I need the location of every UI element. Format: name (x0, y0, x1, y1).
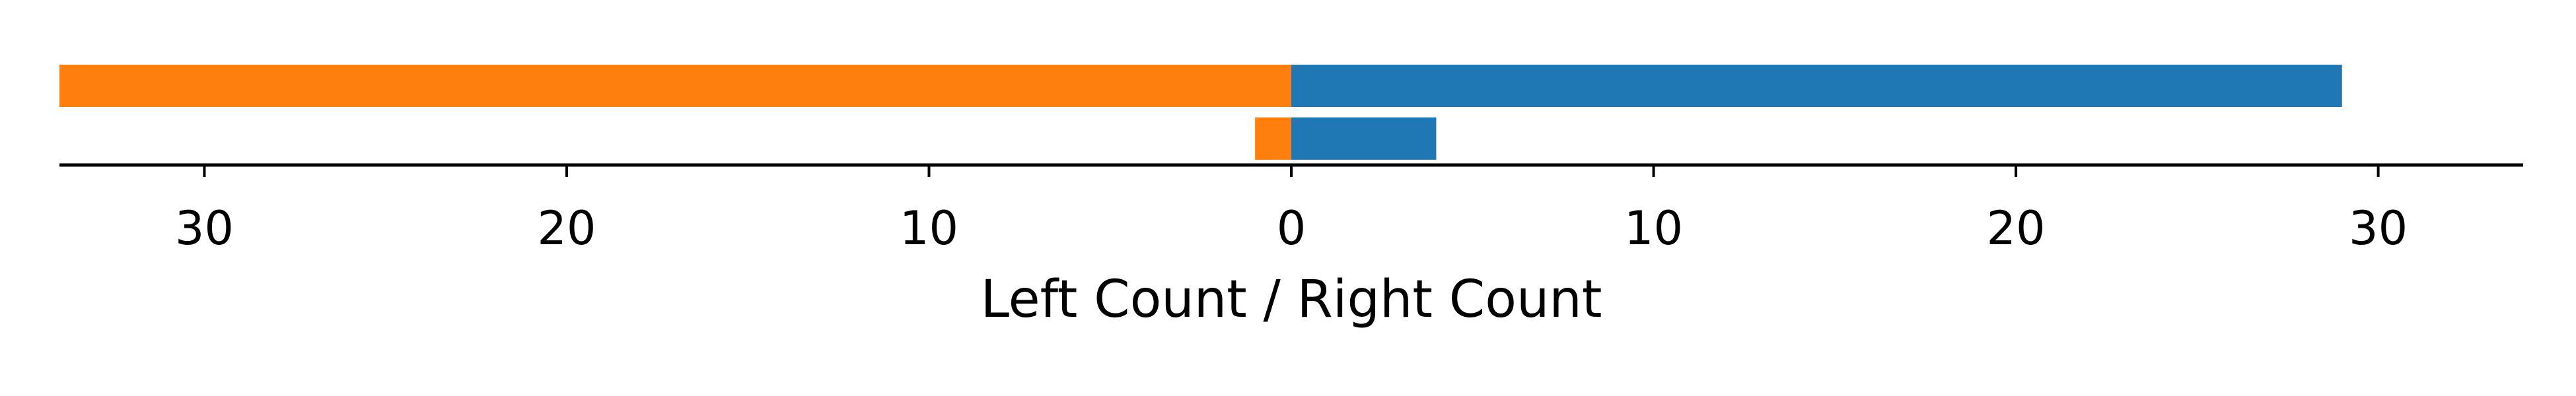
bar-left-row-2 (1255, 117, 1291, 160)
bars-group (59, 65, 2342, 160)
bar-right-row-2 (1291, 117, 1437, 160)
x-tick-label: 20 (537, 201, 596, 255)
x-axis-ticks: 30 20 10 0 10 20 30 (175, 165, 2408, 255)
x-tick-label: 20 (1987, 201, 2046, 255)
x-tick-label: 30 (175, 201, 234, 255)
x-axis: 30 20 10 0 10 20 30 (59, 163, 2523, 255)
x-axis-label: Left Count / Right Count (981, 270, 1602, 329)
bar-right-row-1 (1291, 65, 2342, 107)
bar-left-row-1 (59, 65, 1291, 107)
x-tick-label: 10 (900, 201, 958, 255)
x-tick-label: 0 (1277, 201, 1306, 255)
x-tick-label: 30 (2349, 201, 2408, 255)
x-tick-label: 10 (1624, 201, 1683, 255)
